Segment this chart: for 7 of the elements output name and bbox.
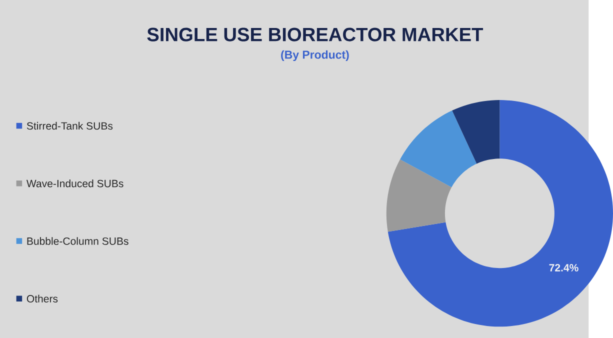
- chart-subtitle: (By Product): [281, 50, 349, 62]
- legend-label: Others: [26, 294, 58, 302]
- chart-title: SINGLE USE BIOREACTOR MARKET: [147, 28, 484, 42]
- legend-label: Bubble-Column SUBs: [27, 237, 128, 245]
- legend-label: Stirred-Tank SUBs: [26, 122, 113, 130]
- legend-label: Wave-Induced SUBs: [26, 180, 124, 188]
- data-label: 72.4%: [549, 264, 578, 272]
